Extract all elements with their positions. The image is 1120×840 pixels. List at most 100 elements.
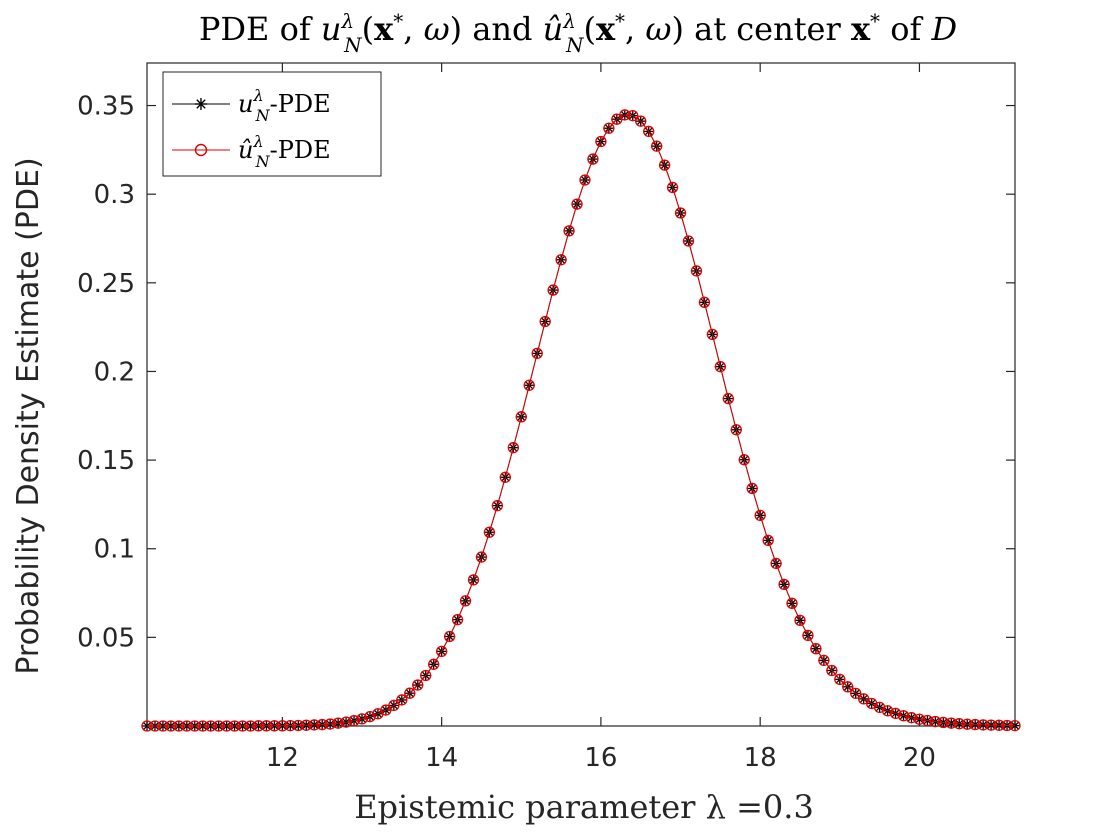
title-part-a: PDE of (199, 10, 321, 48)
data-point-circle (324, 718, 336, 730)
data-point-circle (491, 499, 504, 512)
series-uhat (141, 109, 1021, 732)
data-point-circle (197, 720, 209, 732)
data-point-circle (810, 643, 822, 655)
data-point-circle (443, 630, 456, 643)
data-point-circle (690, 265, 703, 277)
data-point-circle (762, 534, 774, 547)
series-line (147, 114, 1016, 727)
data-point-circle (539, 315, 551, 328)
data-point-circle (730, 424, 742, 436)
data-point-circle (698, 296, 711, 308)
y-tick-label: 0.05 (77, 623, 135, 653)
data-point-circle (619, 109, 631, 121)
data-point-circle (993, 719, 1005, 731)
data-point-circle (428, 658, 440, 670)
data-point-circle (786, 597, 798, 609)
data-point-circle (515, 411, 527, 423)
data-point-circle (236, 720, 249, 732)
data-point-circle (889, 707, 902, 720)
data-point-circle (850, 687, 862, 700)
data-point-circle (244, 720, 257, 732)
data-point-circle (356, 713, 368, 725)
data-point-circle (507, 442, 519, 454)
data-point-circle (651, 140, 663, 152)
data-point-circle (228, 720, 241, 732)
data-point-circle (937, 716, 949, 729)
data-point-circle (595, 135, 607, 148)
data-point-circle (929, 715, 942, 728)
data-point-circle (921, 714, 934, 727)
data-point-circle (157, 720, 169, 732)
data-point-circle (635, 115, 647, 127)
x-tick-label: 18 (744, 743, 777, 773)
data-point-circle (881, 705, 894, 717)
y-tick-label: 0.3 (94, 180, 135, 210)
data-point-circle (316, 718, 328, 731)
data-point-circle (173, 720, 185, 732)
chart-title: PDE of uλ N(x*, ω) and ûλ N(x*, ω) at cent… (199, 9, 957, 57)
data-point-circle (547, 284, 559, 296)
data-point-circle (459, 595, 472, 607)
data-point-circle (802, 629, 814, 642)
data-point-circle (141, 720, 153, 732)
y-tick-label: 0.2 (94, 357, 135, 387)
data-point-circle (1009, 719, 1021, 732)
y-tick-label: 0.1 (94, 535, 135, 565)
data-point-circle (292, 719, 304, 732)
data-point-circle (332, 717, 344, 729)
legend-label-uhat: ûλ N-PDE (238, 132, 331, 171)
data-point-circle (252, 720, 265, 732)
legend-label-u: uλ N-PDE (238, 86, 331, 125)
data-point-circle (340, 716, 352, 728)
data-point-circle (794, 614, 806, 626)
y-tick-label: 0.15 (77, 446, 135, 476)
data-point-circle (770, 557, 782, 570)
data-point-circle (818, 654, 830, 667)
title-part-d: of (880, 10, 931, 48)
data-point-circle (260, 720, 273, 732)
data-point-circle (555, 254, 567, 266)
title-part-c: at center (684, 10, 851, 48)
data-point-circle (563, 225, 575, 237)
data-point-circle (181, 720, 193, 732)
data-point-circle (658, 159, 671, 171)
legend-entry-u: uλ N-PDE (172, 86, 331, 125)
data-point-circle (722, 392, 734, 405)
data-point-circle (213, 720, 225, 732)
data-point-circle (579, 174, 591, 186)
legend-entry-uhat: ûλ N-PDE (172, 132, 331, 171)
y-tick-label: 0.25 (77, 269, 135, 299)
data-point-circle (953, 718, 965, 730)
data-point-circle (706, 328, 719, 341)
legend-marker-uhat (194, 143, 208, 157)
data-point-circle (435, 645, 448, 658)
data-point-circle (308, 719, 320, 731)
data-point-circle (714, 361, 727, 373)
data-point-circle (284, 719, 296, 732)
y-axis-label: Probability Density Estimate (PDE) (11, 157, 46, 674)
data-point-circle (826, 664, 838, 677)
data-point-circle (913, 713, 926, 725)
legend-box (162, 71, 382, 177)
data-point-circle (897, 710, 910, 722)
data-point-circle (364, 710, 376, 723)
data-point-circle (420, 669, 432, 682)
legend-marker-u (195, 98, 207, 110)
asterisk-stroke (1010, 721, 1020, 731)
data-point-circle (483, 526, 496, 538)
data-point-circle (348, 715, 360, 727)
data-point-circle (587, 153, 599, 165)
data-point-circle (396, 694, 408, 706)
legend: uλ N-PDE ûλ N-PDE (162, 71, 382, 177)
series-layer (141, 109, 1021, 732)
title-part-b: and (462, 10, 543, 48)
data-point-circle (189, 720, 201, 732)
data-point-circle (969, 718, 981, 731)
data-point-circle (451, 613, 464, 626)
data-point-circle (149, 720, 161, 732)
data-point-circle (412, 679, 424, 691)
data-point-circle (220, 720, 233, 732)
x-tick-label: 12 (266, 743, 299, 773)
